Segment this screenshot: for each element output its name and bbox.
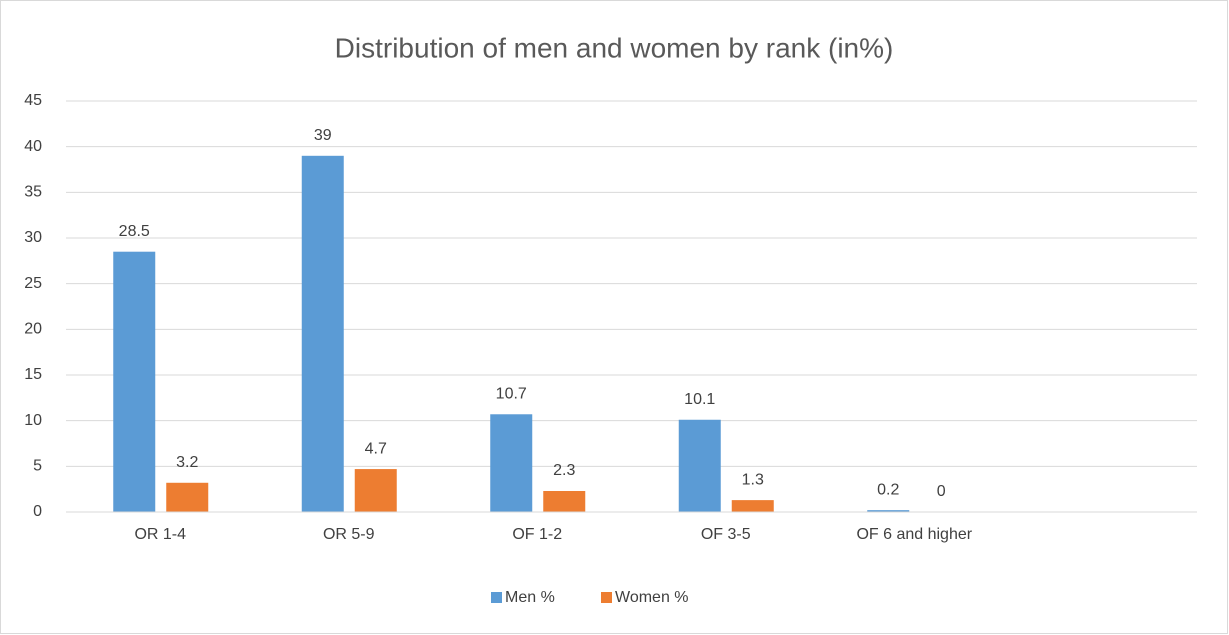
- data-label: 28.5: [119, 223, 150, 240]
- y-tick-label: 20: [24, 321, 42, 338]
- x-tick-label: OR 5-9: [323, 526, 375, 543]
- y-tick-label: 5: [33, 458, 42, 475]
- x-tick-label: OR 1-4: [134, 526, 186, 543]
- chart-title: Distribution of men and women by rank (i…: [335, 32, 894, 63]
- bar: [490, 414, 533, 512]
- legend-swatch: [601, 592, 612, 603]
- x-tick-label: OF 3-5: [701, 526, 751, 543]
- data-label: 0.2: [877, 481, 899, 498]
- data-label: 1.3: [742, 471, 764, 488]
- y-tick-label: 15: [24, 366, 42, 383]
- y-tick-label: 30: [24, 229, 42, 246]
- bar: [113, 251, 156, 512]
- data-label: 3.2: [176, 454, 198, 471]
- legend-label: Women %: [615, 589, 689, 606]
- legend-label: Men %: [505, 589, 555, 606]
- y-tick-label: 35: [24, 184, 42, 201]
- legend-swatch: [491, 592, 502, 603]
- bar: [166, 482, 209, 512]
- bar: [678, 419, 721, 512]
- bar: [731, 500, 774, 512]
- data-label: 4.7: [365, 440, 387, 457]
- y-tick-label: 0: [33, 503, 42, 520]
- bar: [354, 469, 397, 512]
- data-label: 10.7: [496, 385, 527, 402]
- y-tick-label: 45: [24, 92, 42, 109]
- bar: [543, 490, 586, 512]
- x-tick-label: OF 6 and higher: [856, 526, 972, 543]
- data-label: 10.1: [684, 391, 715, 408]
- data-label: 0: [937, 483, 946, 500]
- data-label: 2.3: [553, 462, 575, 479]
- y-tick-label: 25: [24, 275, 42, 292]
- bar: [301, 155, 344, 513]
- data-label: 39: [314, 127, 332, 144]
- bar: [867, 510, 910, 512]
- y-tick-label: 40: [24, 138, 42, 155]
- x-tick-label: OF 1-2: [512, 526, 562, 543]
- y-tick-label: 10: [24, 412, 42, 429]
